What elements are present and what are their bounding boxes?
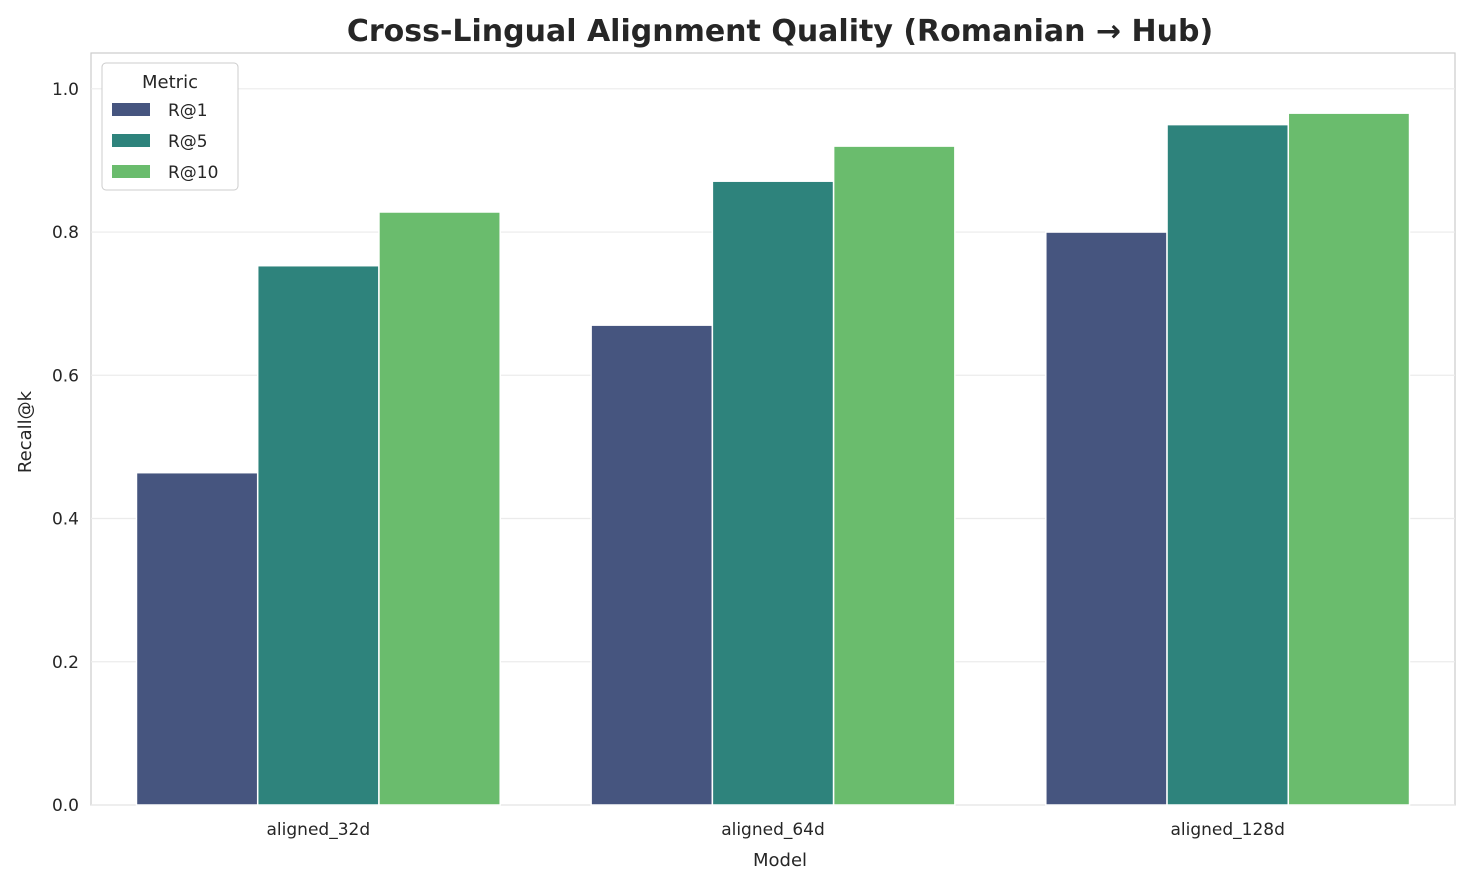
bar-aligned_64d-R@10 — [832, 145, 956, 806]
y-axis-label: Recall@k — [15, 390, 36, 473]
bar-aligned_32d-R@1 — [135, 471, 259, 806]
chart-title: Cross-Lingual Alignment Quality (Romania… — [347, 14, 1213, 49]
legend-swatch — [112, 165, 150, 178]
legend-label: R@10 — [168, 163, 218, 183]
bar-aligned_32d-R@5 — [256, 264, 380, 806]
x-tick-label: aligned_32d — [267, 820, 371, 840]
y-tick-label: 0.0 — [52, 796, 79, 816]
legend-box — [101, 62, 239, 191]
x-tick-label: aligned_128d — [1170, 820, 1284, 840]
legend-label: R@1 — [168, 101, 208, 121]
bar-aligned_32d-R@10 — [378, 211, 501, 806]
legend-swatch — [112, 134, 150, 147]
x-axis-label: Model — [753, 850, 807, 871]
legend: Metric R@1 R@5 R@10 — [101, 62, 239, 191]
bar-aligned_64d-R@5 — [711, 180, 835, 806]
x-tick-label: aligned_64d — [721, 820, 825, 840]
legend-swatch — [112, 103, 150, 116]
y-tick-label: 0.2 — [52, 653, 79, 673]
legend-label: R@5 — [168, 132, 208, 152]
legend-title: Metric — [142, 72, 198, 93]
y-tick-label: 0.4 — [52, 510, 79, 530]
y-tick-label: 1.0 — [52, 80, 79, 100]
y-tick-label: 0.6 — [52, 366, 79, 386]
bar-aligned_128d-R@1 — [1045, 231, 1168, 806]
bar-aligned_128d-R@10 — [1287, 112, 1411, 806]
bar-aligned_64d-R@1 — [590, 324, 714, 806]
bar-aligned_128d-R@5 — [1166, 123, 1290, 806]
y-tick-label: 0.8 — [52, 223, 79, 243]
